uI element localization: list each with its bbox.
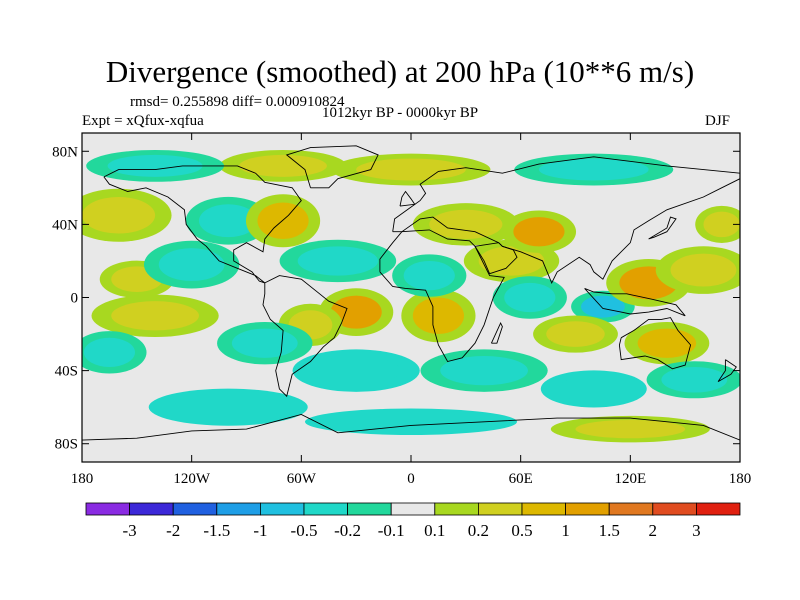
coastline-japan: [648, 216, 677, 240]
anomaly-core: [661, 366, 728, 393]
coastline-africa: [379, 229, 505, 363]
colorbar-swatch: [477, 502, 523, 516]
lon-tick-label: 0: [407, 471, 415, 487]
coastline-europe-asia: [392, 156, 740, 284]
colorbar-label: -1.5: [203, 521, 230, 540]
anomaly-core: [82, 196, 156, 234]
coastline-antarctica: [82, 414, 740, 441]
lon-tick-label: 120W: [173, 471, 211, 487]
stats-line: rmsd= 0.255898 diff= 0.000910824: [130, 94, 345, 110]
colorbar-label: 0.1: [424, 521, 445, 540]
anomaly-core: [198, 204, 258, 238]
anomaly-core: [403, 260, 455, 291]
colorbar-label: 1.5: [599, 521, 620, 540]
anomaly-core: [337, 412, 485, 431]
colorbar-swatch: [652, 502, 697, 516]
anomaly-core: [330, 295, 382, 329]
colorbar-label: -0.5: [291, 521, 318, 540]
anomaly-core: [158, 248, 225, 282]
colorbar-label: 1: [561, 521, 570, 540]
colorbar-swatch: [608, 502, 654, 516]
experiment-label: Expt = xQfux-xqfua: [82, 113, 204, 129]
anomaly-core: [231, 328, 298, 358]
colorbar-swatch: [303, 502, 348, 516]
lat-tick-label: 0: [71, 291, 79, 307]
period-label: 1012kyr BP - 0000kyr BP: [322, 105, 479, 121]
colorbar-swatch: [565, 502, 610, 516]
anomaly-core: [478, 246, 545, 276]
colorbar-swatch: [129, 502, 174, 516]
colorbar-label: 0.2: [468, 521, 489, 540]
anomaly-core: [513, 217, 565, 247]
colorbar-swatch: [521, 502, 566, 516]
anomaly-core: [580, 295, 625, 318]
anomaly-core: [575, 419, 686, 439]
anomaly-core: [546, 321, 605, 347]
anomaly-core: [670, 253, 737, 287]
colorbar-label: -2: [166, 521, 180, 540]
coastline-greenland: [285, 145, 379, 189]
plot-title: Divergence (smoothed) at 200 hPa (10**6 …: [105, 54, 695, 89]
anomaly-core: [412, 297, 465, 335]
lon-tick-label: 120E: [614, 471, 646, 487]
coastline-indonesia: [584, 287, 686, 317]
anomaly-core: [297, 246, 379, 276]
colorbar-label: -3: [123, 521, 137, 540]
colorbar-swatch: [172, 502, 218, 516]
lat-tick-label: 80S: [55, 437, 78, 453]
lat-tick-label: 40S: [55, 364, 78, 380]
colorbar-swatch: [696, 502, 741, 516]
colorbar-swatch: [390, 502, 436, 516]
colorbar-swatch: [259, 502, 305, 516]
anomaly-core: [440, 355, 528, 386]
anomaly-core: [504, 282, 556, 313]
colorbar: -3 -2 -1.5 -1 -0.5 -0.2 -0.1 0.1 0.2 0.5 1 1.5 2 3: [85, 502, 741, 540]
anomaly-layer: [82, 149, 740, 443]
colorbar-label: -1: [253, 521, 267, 540]
coastline-south-america: [262, 275, 348, 398]
coastline-uk: [399, 190, 416, 207]
colorbar-label: 0.5: [511, 521, 532, 540]
anomaly-core: [557, 376, 631, 402]
colorbar-label: 3: [692, 521, 701, 540]
lon-tick-label: 180: [71, 471, 94, 487]
lon-tick-label: 180: [729, 471, 752, 487]
anomaly-core: [239, 154, 327, 177]
anomaly-core: [703, 211, 740, 238]
anomaly-core: [107, 154, 203, 177]
anomaly-core: [429, 209, 503, 240]
anomaly-core: [173, 394, 284, 420]
colorbar-swatch: [347, 502, 392, 516]
coastline-layer: [82, 145, 740, 441]
colorbar-label: -0.2: [334, 521, 361, 540]
coastline-arabia: [474, 242, 518, 275]
colorbar-swatch: [85, 502, 130, 516]
season-label: DJF: [705, 113, 731, 129]
anomaly-core: [111, 301, 199, 331]
anomaly-core: [83, 337, 136, 367]
coastline-madagascar: [490, 322, 503, 344]
lat-tick-label: 40N: [52, 217, 78, 233]
anomaly-core: [257, 202, 309, 240]
colorbar-swatch: [216, 502, 261, 516]
lon-tick-label: 60W: [287, 471, 317, 487]
anomaly-core: [312, 355, 401, 386]
coastline-australia: [618, 317, 692, 370]
colorbar-swatch: [434, 502, 479, 516]
axis-layer: 80N 40N 0 40S 80S 180 120W 60W 0 60E 120E 180: [52, 133, 751, 487]
colorbar-label: -0.1: [378, 521, 405, 540]
lon-tick-label: 60E: [509, 471, 533, 487]
coastline-north-america: [103, 165, 302, 284]
colorbar-label: 2: [649, 521, 658, 540]
anomaly-core: [538, 158, 649, 181]
coastline-new-zealand: [717, 359, 737, 382]
lat-tick-label: 80N: [52, 144, 78, 160]
anomaly-core: [637, 328, 697, 358]
anomaly-core: [356, 158, 466, 181]
